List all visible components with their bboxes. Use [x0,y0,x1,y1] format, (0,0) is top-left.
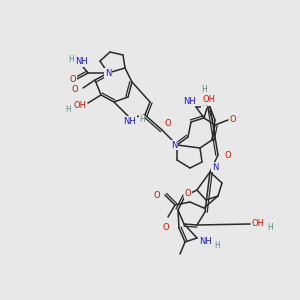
Text: O: O [230,116,236,124]
Text: NH: NH [76,58,88,67]
Text: N: N [171,140,177,149]
Text: O: O [225,151,231,160]
Text: N: N [212,163,218,172]
Text: O: O [72,85,78,94]
Text: N: N [105,68,111,77]
Text: H: H [68,55,74,64]
Text: OH: OH [74,101,86,110]
Text: H: H [201,85,207,94]
Text: H: H [214,242,220,250]
Text: O: O [70,76,76,85]
Text: NH: NH [124,116,136,125]
Text: H: H [201,98,207,107]
Text: H: H [65,104,71,113]
Text: H: H [139,116,145,124]
Text: OH: OH [251,220,265,229]
Text: O: O [163,223,169,232]
Text: H: H [267,223,273,232]
Text: O: O [165,118,171,127]
Text: NH: NH [184,97,196,106]
Text: O: O [154,190,160,200]
Text: O: O [185,190,191,199]
Text: OH: OH [202,95,215,104]
Text: NH: NH [199,238,212,247]
